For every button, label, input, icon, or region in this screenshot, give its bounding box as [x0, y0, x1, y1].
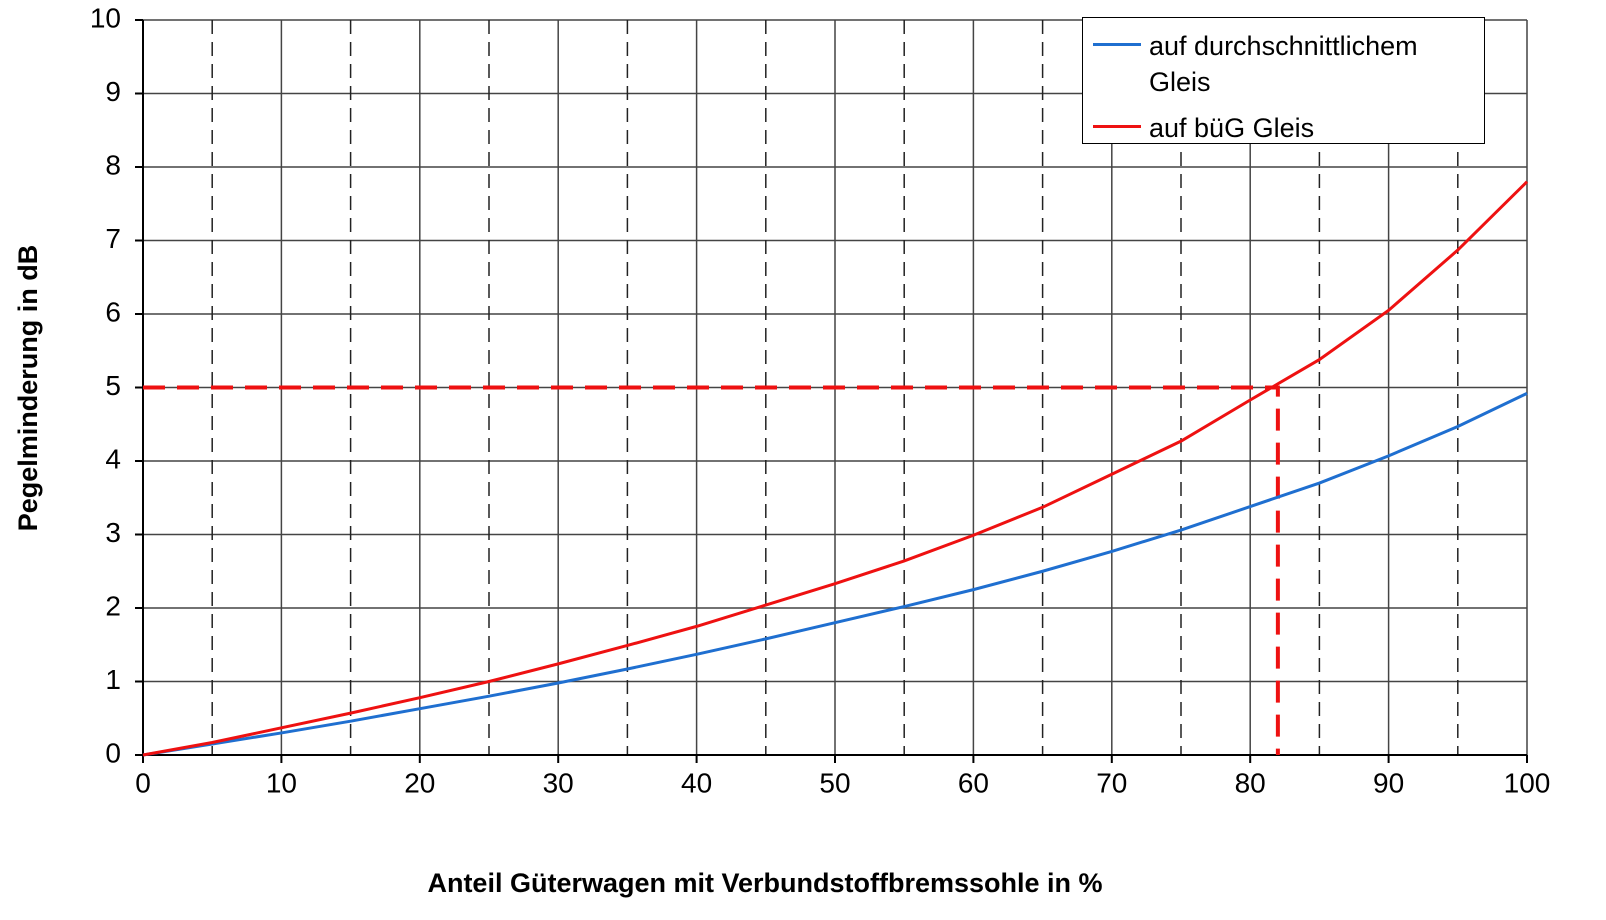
x-tick-label: 30	[543, 767, 574, 798]
y-tick-label: 9	[105, 76, 121, 107]
legend: auf durchschnittlichem Gleis auf büG Glei…	[1082, 17, 1485, 144]
x-tick-label: 90	[1373, 767, 1404, 798]
x-tick-label: 70	[1096, 767, 1127, 798]
y-tick-label: 4	[105, 443, 121, 474]
y-tick-label: 7	[105, 223, 121, 254]
x-tick-label: 10	[266, 767, 297, 798]
legend-swatch	[1093, 43, 1141, 46]
x-tick-label: 100	[1504, 767, 1551, 798]
x-tick-label: 20	[404, 767, 435, 798]
line-series	[142, 180, 1529, 757]
legend-label: auf durchschnittlichem Gleis	[1149, 31, 1418, 97]
y-tick-label: 2	[105, 590, 121, 621]
x-axis-label: Anteil Güterwagen mit Verbundstoffbremss…	[427, 868, 1102, 898]
y-tick-label: 5	[105, 370, 121, 401]
y-tick-label: 8	[105, 149, 121, 180]
x-tick-label: 0	[135, 767, 151, 798]
legend-entry: auf büG Gleis	[1093, 110, 1474, 146]
legend-label: auf büG Gleis	[1149, 113, 1315, 143]
y-tick-label: 1	[105, 664, 121, 695]
x-tick-label: 80	[1235, 767, 1266, 798]
legend-entry: auf durchschnittlichem Gleis	[1093, 28, 1474, 100]
legend-swatch	[1093, 125, 1141, 128]
y-tick-label: 0	[105, 737, 121, 768]
y-tick-label: 10	[90, 2, 121, 33]
x-tick-label: 50	[819, 767, 850, 798]
y-axis-label: Pegelminderung in dB	[13, 245, 43, 532]
y-tick-label: 6	[105, 296, 121, 327]
reference-line	[143, 385, 1280, 755]
y-tick-label: 3	[105, 517, 121, 548]
x-tick-label: 40	[681, 767, 712, 798]
line-series	[142, 392, 1528, 757]
x-tick-label: 60	[958, 767, 989, 798]
